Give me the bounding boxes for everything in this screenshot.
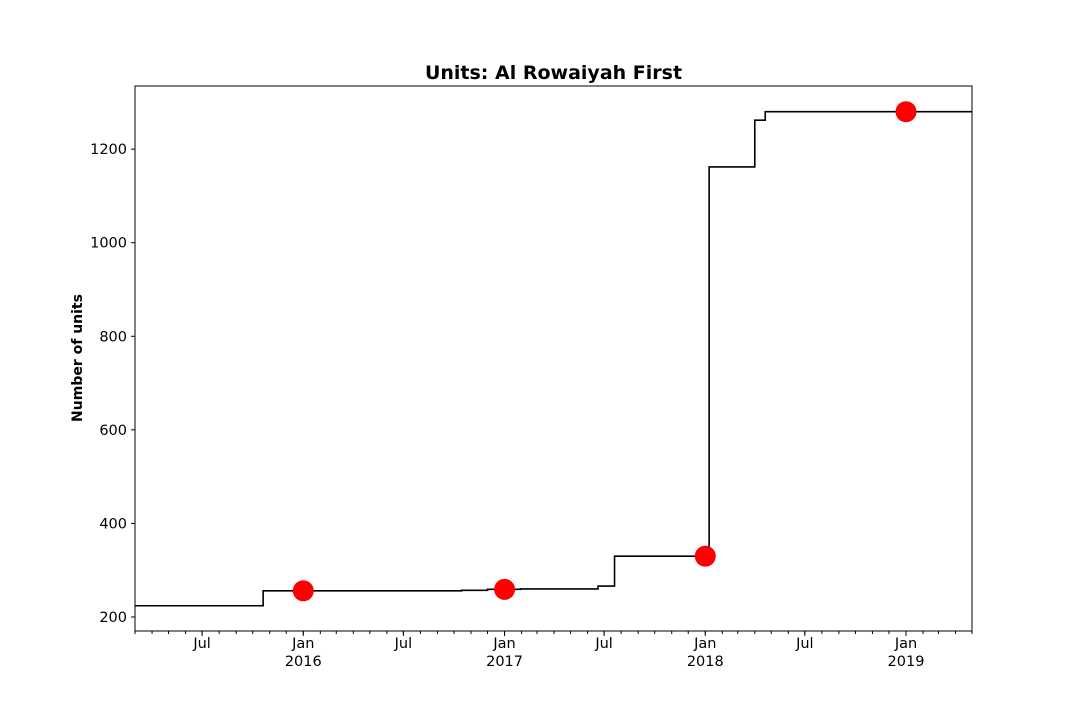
x-tick-year-label-6: 2018	[687, 654, 724, 670]
y-tick-label-1000: 1000	[90, 236, 127, 252]
x-tick-label-8: Jan	[894, 636, 917, 652]
axes: 200 400 600 800 1000 1200 Jul Jan 2016 Jul Jan 2017…	[90, 142, 973, 670]
plot-frame	[134, 85, 973, 632]
data-point-1	[292, 580, 314, 602]
x-tick-label-1: Jul	[192, 636, 211, 652]
y-axis-label: Number of units	[70, 294, 86, 422]
x-tick-year-label-2: 2016	[285, 654, 322, 670]
series-line	[135, 110, 972, 607]
y-tick-label-200: 200	[99, 610, 127, 626]
x-tick-label-7: Jul	[795, 636, 814, 652]
plot-area	[135, 101, 972, 607]
y-tick-label-400: 400	[99, 516, 127, 532]
y-tick-label-1200: 1200	[90, 142, 127, 158]
data-point-3	[694, 545, 716, 567]
data-point-2	[494, 578, 516, 600]
x-tick-label-5: Jul	[594, 636, 613, 652]
y-tick-label-800: 800	[99, 329, 127, 345]
x-tick-year-label-4: 2017	[486, 654, 523, 670]
x-tick-year-label-8: 2019	[888, 654, 925, 670]
chart-title: Units: Al Rowaiyah First	[425, 62, 682, 84]
x-tick-label-3: Jul	[394, 636, 413, 652]
x-tick-label-6: Jan	[693, 636, 716, 652]
x-tick-label-4: Jan	[492, 636, 515, 652]
y-tick-label-600: 600	[99, 423, 127, 439]
data-point-4	[895, 101, 917, 123]
x-tick-label-2: Jan	[291, 636, 314, 652]
